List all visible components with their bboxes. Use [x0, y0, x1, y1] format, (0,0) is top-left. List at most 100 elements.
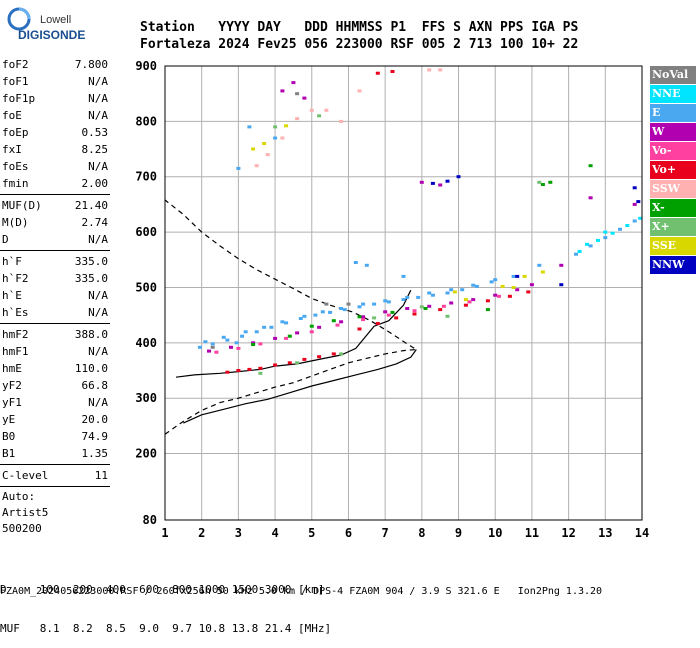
echo-point: [273, 363, 278, 367]
x-tick-label: 2: [198, 526, 205, 540]
echo-point: [405, 295, 410, 299]
echo-point: [225, 370, 230, 374]
distance-row: D 100 200 400 600 800 1000 1500 3000 [km…: [0, 583, 325, 596]
echo-point: [427, 68, 432, 72]
x-tick-label: 14: [635, 526, 649, 540]
echo-point: [493, 278, 498, 282]
x-tick-label: 11: [525, 526, 539, 540]
echo-point: [375, 322, 380, 325]
echo-point: [559, 283, 564, 287]
param-row: yE 20.0: [2, 413, 108, 426]
auto-label: Auto:: [2, 490, 36, 503]
echo-point: [324, 302, 329, 306]
echo-point: [280, 89, 285, 93]
param-row: fmin 2.00: [2, 177, 108, 190]
echo-point: [298, 317, 303, 320]
param-row: fxI 8.25: [2, 143, 108, 156]
param-row: h`F2 335.0: [2, 272, 108, 285]
parameter-panel: foF2 7.800 foF1 N/A foF1p N/A foE N/A foEp 0.…: [0, 56, 110, 537]
echo-point: [262, 142, 267, 145]
echo-point: [258, 366, 263, 370]
axis-ticks: 1 2 3 4 5 6 7 8 9 10 11 12 13 14802003004005006007008…: [135, 59, 649, 540]
x-tick-label: 5: [308, 526, 315, 540]
echo-point: [302, 357, 307, 361]
echo-point: [273, 336, 278, 340]
echo-point: [342, 308, 347, 312]
param-row: MUF(D) 21.40: [2, 199, 108, 212]
x-tick-label: 10: [488, 526, 502, 540]
echo-point: [317, 114, 322, 118]
echo-point: [588, 196, 593, 200]
echo-point: [559, 263, 564, 267]
logo-text-lowell: Lowell: [40, 14, 72, 26]
echo-point: [489, 280, 494, 284]
echo-point: [445, 314, 450, 318]
echo-point: [445, 179, 450, 183]
x-tick-label: 12: [561, 526, 575, 540]
param-row: foE N/A: [2, 109, 108, 122]
x-tick-label: 4: [271, 526, 278, 540]
echo-point: [427, 291, 432, 295]
param-row: foF1 N/A: [2, 75, 108, 88]
echo-point: [577, 250, 582, 253]
echo-point: [585, 242, 589, 246]
echo-point: [197, 345, 202, 349]
y-tick-label: 80: [143, 513, 157, 527]
legend-item: X+: [650, 218, 696, 236]
echo-point: [625, 224, 630, 227]
echo-point: [331, 319, 336, 323]
echo-point: [273, 136, 278, 140]
legend: NoVal NNE E W Vo- Vo+ SSW X- X+ SSE NNW: [650, 66, 696, 275]
x-tick-label: 6: [345, 526, 352, 540]
divider: [0, 464, 110, 465]
echo-point: [401, 298, 406, 302]
muf-table: D 100 200 400 600 800 1000 1500 3000 [km…: [0, 557, 331, 648]
echo-point: [438, 308, 443, 312]
echo-point: [247, 125, 252, 129]
footer-info: FZA0M_2024056223000.RSF / 260fx256h 50 k…: [0, 586, 603, 597]
echo-point: [284, 336, 289, 340]
echo-point: [515, 288, 520, 292]
echo-point: [386, 300, 391, 304]
echo-point: [526, 290, 531, 294]
echo-point: [603, 236, 608, 240]
echo-point: [632, 219, 637, 223]
echo-point: [328, 310, 333, 314]
echo-point: [529, 283, 534, 287]
echo-point: [243, 330, 248, 334]
echo-point: [309, 324, 314, 328]
echo-point: [636, 200, 641, 204]
echo-point: [394, 316, 399, 320]
y-tick-label: 600: [135, 225, 157, 239]
echo-point: [284, 321, 289, 325]
echo-point: [507, 294, 512, 298]
param-row: h`Es N/A: [2, 306, 108, 319]
echo-point: [386, 313, 391, 317]
legend-item: NNE: [650, 85, 696, 103]
profile-lines: [164, 199, 419, 435]
echo-point: [548, 180, 553, 184]
x-tick-label: 1: [161, 526, 168, 540]
echo-point: [295, 117, 300, 121]
echo-point: [258, 342, 263, 346]
echo-point: [383, 299, 388, 303]
divider: [0, 323, 110, 324]
trace-line: [183, 349, 417, 424]
legend-item: SSW: [650, 180, 696, 198]
echo-point: [471, 283, 476, 287]
echo-point: [383, 310, 388, 314]
echo-point: [302, 96, 307, 100]
echo-point: [574, 252, 578, 256]
x-tick-label: 8: [418, 526, 425, 540]
echo-point: [449, 301, 454, 305]
echo-point: [346, 302, 351, 306]
echo-point: [291, 81, 296, 85]
legend-item: X-: [650, 199, 696, 217]
header-values: Fortaleza 2024 Fev25 056 223000 RSF 005 …: [140, 37, 579, 52]
echo-point: [588, 164, 593, 168]
echo-point: [339, 352, 344, 356]
echo-point: [265, 153, 270, 157]
echo-point: [353, 261, 358, 264]
echo-point: [225, 338, 230, 342]
logo-ring-icon: [7, 7, 31, 31]
